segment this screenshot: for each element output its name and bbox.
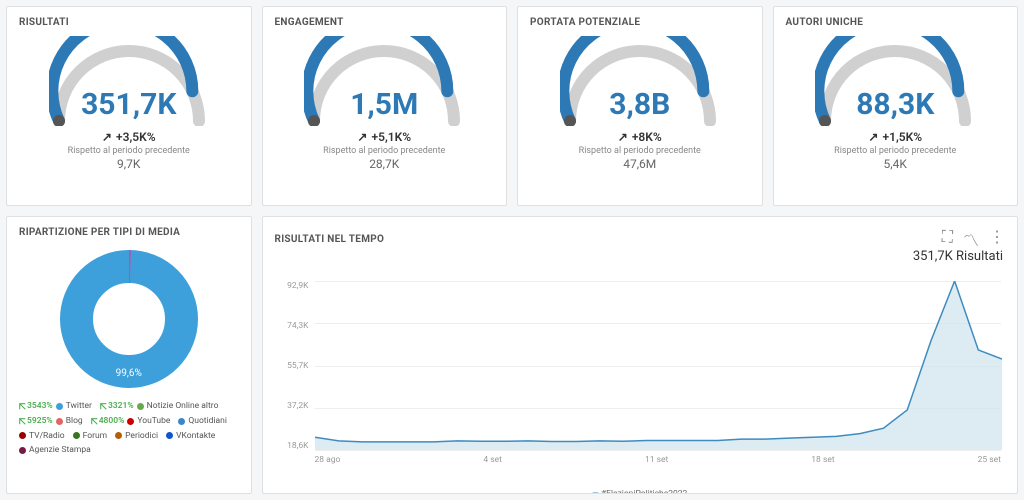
legend-item: 3321% Notizie Online altro xyxy=(100,400,218,413)
legend-item: 4800% YouTube xyxy=(91,415,171,428)
legend-item: VKontakte xyxy=(166,430,215,443)
kpi-title: ENGAGEMENT xyxy=(275,17,495,28)
timeline-chart: 92,9K74,3K55,7K37,2K18,6K 28 ago4 set11 … xyxy=(275,281,1006,471)
kpi-subtext: Rispetto al periodo precedente xyxy=(834,146,956,156)
kpi-card: PORTATA POTENZIALE 3,8B ↗ +8K% Rispetto … xyxy=(517,6,763,206)
kpi-subtext: Rispetto al periodo precedente xyxy=(323,146,445,156)
kpi-title: AUTORI UNICHE xyxy=(786,17,1006,28)
media-title: RIPARTIZIONE PER TIPI DI MEDIA xyxy=(19,227,239,238)
legend-dot-icon xyxy=(19,432,26,439)
trend-up-icon: 4800% xyxy=(91,415,125,428)
legend-dot-icon xyxy=(19,447,26,454)
timeline-card: RISULTATI NEL TEMPO ⛶ 〽 ⋮ 351,7K Risulta… xyxy=(262,216,1019,494)
kpi-value: 3,8B xyxy=(560,87,720,122)
kpi-prev-value: 47,6M xyxy=(623,157,656,171)
trend-up-icon: 3543% xyxy=(19,400,53,413)
gauge: 351,7K xyxy=(49,36,209,126)
timeline-total: 351,7K Risultati xyxy=(913,249,1003,264)
trend-up-icon: ↗ xyxy=(357,130,367,144)
legend-item: Agenzie Stampa xyxy=(19,444,91,457)
kpi-card: ENGAGEMENT 1,5M ↗ +5,1K% Rispetto al per… xyxy=(262,6,508,206)
kpi-title: RISULTATI xyxy=(19,17,239,28)
trend-up-icon: 3321% xyxy=(100,400,134,413)
series-label: #ElezioniPolitiche2022 xyxy=(263,489,1018,494)
expand-icon[interactable]: ⛶ xyxy=(942,227,953,251)
kpi-card: AUTORI UNICHE 88,3K ↗ +1,5K% Rispetto al… xyxy=(773,6,1019,206)
legend-dot-icon xyxy=(115,432,122,439)
kpi-prev-value: 5,4K xyxy=(884,157,907,171)
donut-main-label: 99,6% xyxy=(110,367,148,380)
trend-up-icon: ↗ xyxy=(618,130,628,144)
kpi-title: PORTATA POTENZIALE xyxy=(530,17,750,28)
kpi-delta: ↗ +1,5K% xyxy=(868,130,922,144)
trend-up-icon: ↗ xyxy=(868,130,878,144)
kpi-card: RISULTATI 351,7K ↗ +3,5K% Rispetto al pe… xyxy=(6,6,252,206)
kpi-delta: ↗ +5,1K% xyxy=(357,130,411,144)
donut-chart: 99,6% xyxy=(54,244,204,394)
legend-item: Forum xyxy=(73,430,107,443)
legend-item: Periodici xyxy=(115,430,158,443)
legend-item: TV/Radio xyxy=(19,430,65,443)
kpi-subtext: Rispetto al periodo precedente xyxy=(68,146,190,156)
trend-up-icon: 5925% xyxy=(19,415,53,428)
legend-dot-icon xyxy=(127,418,134,425)
gauge: 88,3K xyxy=(815,36,975,126)
kpi-prev-value: 9,7K xyxy=(117,157,140,171)
legend-dot-icon xyxy=(73,432,80,439)
gauge: 3,8B xyxy=(560,36,720,126)
chart-type-icon[interactable]: 〽 xyxy=(963,227,979,251)
kpi-value: 1,5M xyxy=(304,87,464,122)
gauge: 1,5M xyxy=(304,36,464,126)
more-icon[interactable]: ⋮ xyxy=(989,227,1005,251)
legend-item: 5925% Blog xyxy=(19,415,83,428)
media-legend: 3543% Twitter 3321% Notizie Online altro… xyxy=(19,400,239,457)
legend-dot-icon xyxy=(166,432,173,439)
legend-dot-icon xyxy=(137,403,144,410)
timeline-title: RISULTATI NEL TEMPO xyxy=(275,234,385,245)
media-breakdown-card: RIPARTIZIONE PER TIPI DI MEDIA 99,6% 354… xyxy=(6,216,252,494)
kpi-value: 88,3K xyxy=(815,87,975,122)
legend-dot-icon xyxy=(178,418,185,425)
kpi-delta: ↗ +8K% xyxy=(618,130,662,144)
kpi-prev-value: 28,7K xyxy=(369,157,399,171)
legend-item: Quotidiani xyxy=(178,415,226,428)
legend-dot-icon xyxy=(56,418,63,425)
kpi-value: 351,7K xyxy=(49,87,209,122)
kpi-delta: ↗ +3,5K% xyxy=(102,130,156,144)
legend-item: 3543% Twitter xyxy=(19,400,92,413)
kpi-subtext: Rispetto al periodo precedente xyxy=(579,146,701,156)
legend-dot-icon xyxy=(56,403,63,410)
trend-up-icon: ↗ xyxy=(102,130,112,144)
